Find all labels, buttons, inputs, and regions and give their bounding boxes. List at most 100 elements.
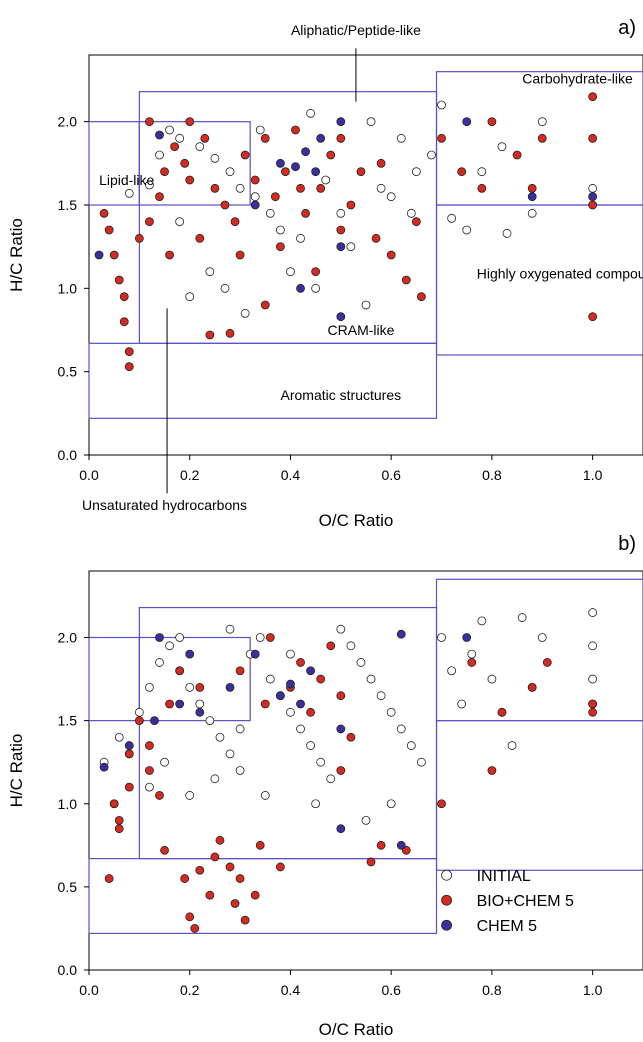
y-axis-label: H/C Ratio bbox=[7, 218, 26, 292]
data-point bbox=[306, 707, 316, 717]
data-point bbox=[336, 242, 346, 252]
data-point bbox=[235, 874, 245, 883]
data-point bbox=[537, 133, 547, 143]
data-point bbox=[175, 217, 185, 227]
data-point bbox=[225, 167, 235, 177]
legend-label: BIO+CHEM 5 bbox=[477, 893, 574, 910]
data-point bbox=[160, 167, 169, 177]
data-point bbox=[145, 117, 154, 127]
data-point bbox=[406, 208, 416, 218]
data-point bbox=[185, 682, 195, 692]
data-point bbox=[487, 766, 497, 775]
data-point bbox=[346, 641, 356, 651]
data-point bbox=[255, 840, 265, 850]
data-point bbox=[270, 192, 280, 202]
data-point bbox=[311, 267, 321, 277]
data-point bbox=[301, 208, 310, 218]
annotation: Unsaturated hydrocarbons bbox=[82, 497, 247, 513]
data-point bbox=[316, 183, 326, 193]
data-point bbox=[406, 741, 416, 750]
data-point bbox=[457, 167, 467, 177]
data-point bbox=[356, 658, 366, 667]
data-point bbox=[170, 142, 180, 152]
data-point bbox=[457, 699, 467, 709]
data-point bbox=[462, 117, 472, 127]
data-point bbox=[235, 666, 245, 676]
x-tick-label: 0.2 bbox=[180, 467, 200, 483]
data-point bbox=[588, 699, 598, 709]
y-tick-label: 2.0 bbox=[58, 114, 78, 130]
data-point bbox=[588, 133, 598, 143]
data-point bbox=[321, 175, 331, 185]
data-point bbox=[296, 699, 305, 709]
data-point bbox=[185, 912, 195, 922]
y-axis-label: H/C Ratio bbox=[7, 734, 26, 808]
data-point bbox=[487, 117, 497, 127]
data-point bbox=[336, 133, 346, 143]
data-point bbox=[306, 666, 316, 676]
data-point bbox=[250, 890, 260, 900]
data-point bbox=[366, 117, 376, 127]
data-point bbox=[537, 117, 547, 127]
data-point bbox=[527, 183, 537, 193]
data-point bbox=[260, 699, 270, 709]
region-box bbox=[435, 578, 643, 722]
data-point bbox=[165, 699, 174, 709]
data-point bbox=[165, 641, 174, 651]
annotation: Lipid-like bbox=[99, 172, 154, 188]
data-point bbox=[306, 108, 316, 118]
data-point bbox=[588, 674, 598, 684]
data-point bbox=[190, 924, 200, 933]
data-point bbox=[260, 300, 270, 310]
legend-marker bbox=[441, 919, 452, 931]
y-tick-label: 0.0 bbox=[58, 962, 78, 978]
data-point bbox=[588, 200, 598, 210]
data-point bbox=[155, 192, 164, 202]
data-point bbox=[296, 724, 305, 734]
data-point bbox=[195, 233, 205, 243]
data-point bbox=[588, 641, 598, 651]
data-point bbox=[210, 774, 220, 784]
data-point bbox=[124, 749, 134, 759]
data-point bbox=[145, 782, 154, 792]
data-point bbox=[275, 242, 285, 252]
region-box bbox=[138, 636, 251, 722]
data-point bbox=[336, 117, 346, 127]
data-point bbox=[215, 732, 225, 742]
data-point bbox=[155, 150, 164, 160]
data-point bbox=[588, 707, 598, 717]
x-axis-label: O/C Ratio bbox=[319, 1020, 394, 1039]
data-point bbox=[275, 862, 285, 872]
data-point bbox=[114, 275, 124, 285]
data-point bbox=[124, 741, 134, 750]
region-box bbox=[138, 606, 438, 860]
data-point bbox=[255, 633, 265, 642]
data-point bbox=[336, 225, 346, 235]
data-point bbox=[104, 874, 114, 883]
y-tick-label: 1.0 bbox=[58, 280, 78, 296]
data-point bbox=[336, 208, 346, 218]
data-point bbox=[114, 732, 124, 742]
data-point bbox=[416, 757, 426, 767]
data-point bbox=[527, 208, 537, 218]
data-point bbox=[265, 633, 275, 642]
data-point bbox=[205, 716, 215, 726]
data-point bbox=[346, 200, 356, 210]
data-point bbox=[155, 791, 164, 800]
data-point bbox=[275, 691, 285, 701]
data-point bbox=[416, 292, 426, 302]
x-tick-label: 0.6 bbox=[381, 982, 401, 998]
data-point bbox=[588, 183, 598, 193]
data-point bbox=[185, 117, 195, 127]
data-point bbox=[281, 167, 290, 177]
x-tick-label: 0.8 bbox=[482, 982, 502, 998]
data-point bbox=[401, 275, 411, 285]
data-point bbox=[225, 682, 235, 692]
data-point bbox=[260, 133, 270, 143]
y-tick-label: 0.5 bbox=[58, 879, 78, 895]
data-point bbox=[376, 840, 386, 850]
data-point bbox=[230, 899, 240, 908]
data-point bbox=[250, 192, 260, 202]
data-point bbox=[155, 658, 164, 667]
data-point bbox=[160, 757, 169, 767]
